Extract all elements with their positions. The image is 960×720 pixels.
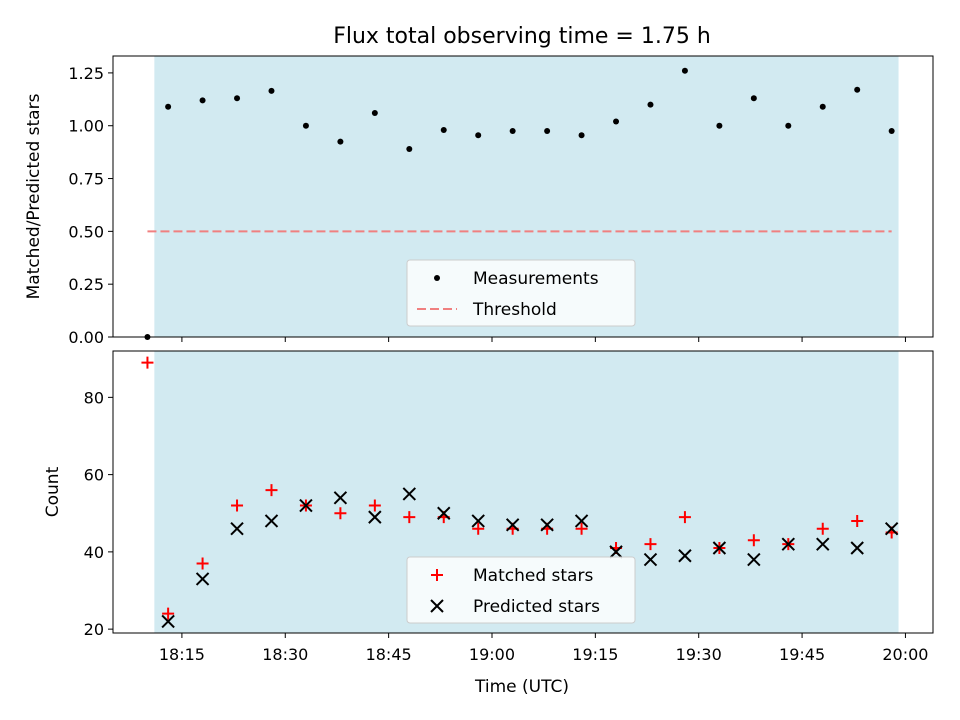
legend-measurement-marker [434, 275, 440, 281]
measurement-point [578, 132, 585, 139]
ratio-axes-frame [112, 55, 934, 338]
count-x-tick-label: 20:00 [882, 645, 928, 664]
predicted-stars-point [195, 572, 210, 586]
measurement-point [199, 97, 206, 104]
ratio-y-tick-label: 1.00 [68, 117, 104, 136]
ratio-y-tick-label: 0.50 [68, 222, 104, 241]
predicted-stars-point [368, 510, 382, 524]
measurement-point [681, 67, 688, 74]
measurement-point [647, 101, 654, 108]
predicted-stars-point [574, 514, 589, 528]
predicted-stars-point [850, 541, 864, 555]
predicted-stars-point [540, 518, 554, 532]
ratio-panel: 0.00 0.25 0.50 0.75 1.00 1.25 Matched/Predicte… [24, 55, 934, 347]
ratio-y-tick-label: 0.00 [68, 328, 104, 347]
predicted-stars-point [333, 491, 348, 505]
measurement-point [888, 128, 895, 135]
matched-stars-point [162, 607, 175, 620]
measurement-point [406, 145, 413, 152]
count-y-tick-label: 60 [84, 466, 104, 485]
measurement-point [819, 103, 826, 110]
count-y-tick-label: 40 [84, 543, 104, 562]
count-panel: 20 40 60 80 18:15 18:30 18:45 19:00 19:15 19:30 19… [43, 350, 934, 664]
x-axis-label: Time (UTC) [474, 677, 569, 697]
count-x-tick-label: 19:30 [676, 645, 722, 664]
matched-stars-point [334, 507, 347, 520]
measurement-point [144, 334, 151, 340]
ratio-y-tick-label: 0.75 [68, 170, 104, 189]
count-x-tick-label: 18:15 [159, 645, 205, 664]
figure-title: Flux total observing time = 1.75 h [333, 24, 711, 49]
predicted-stars-point [505, 518, 520, 532]
predicted-stars-point [712, 541, 727, 555]
predicted-stars-point [884, 521, 899, 536]
predicted-stars-point [609, 545, 623, 559]
ratio-y-tick-label: 0.25 [68, 275, 104, 294]
matched-stars-point [816, 522, 829, 535]
count-x-tick-label: 19:45 [779, 645, 825, 664]
measurement-point [165, 103, 172, 110]
count-y-tick-label: 80 [84, 388, 104, 407]
matched-stars-point [141, 356, 154, 369]
measurement-point [785, 122, 792, 129]
measurement-point [302, 122, 309, 129]
predicted-stars-point [781, 537, 796, 551]
count-legend-label: Matched stars [473, 566, 593, 586]
measurement-point [475, 132, 482, 139]
matched-stars-point [368, 499, 381, 512]
matched-stars-point [644, 538, 657, 551]
predicted-stars-point [471, 514, 485, 528]
count-legend: Matched stars Predicted stars [406, 556, 636, 624]
predicted-stars-point [264, 514, 279, 528]
matched-stars-point [678, 511, 691, 524]
count-x-tick-label: 19:00 [469, 645, 515, 664]
legend-matched-marker [431, 569, 443, 581]
ratio-legend: Measurements Threshold [406, 259, 636, 327]
measurement-point [234, 95, 241, 102]
measurement-point [337, 138, 344, 145]
predicted-stars-point [678, 549, 692, 563]
matched-stars-point [403, 511, 416, 524]
matched-stars-point [747, 534, 760, 547]
matched-stars-point [472, 522, 485, 535]
count-x-tick-label: 18:30 [262, 645, 308, 664]
predicted-stars-point [402, 487, 417, 501]
legend-predicted-marker [430, 599, 444, 613]
ratio-y-tick-label: 1.25 [68, 64, 104, 83]
ratio-y-axis-label: Matched/Predicted stars [24, 93, 44, 299]
count-y-tick-label: 20 [84, 620, 104, 639]
measurement-point [440, 126, 447, 133]
count-x-tick-label: 18:45 [366, 645, 412, 664]
measurement-point [613, 118, 620, 125]
matched-stars-point [231, 499, 244, 512]
count-y-axis-label: Count [43, 466, 63, 517]
measurement-point [544, 128, 551, 135]
predicted-stars-point [816, 537, 830, 551]
measurement-point [268, 87, 275, 94]
measurement-point [716, 122, 723, 129]
measurement-point [750, 95, 757, 102]
measurement-point [854, 86, 861, 93]
predicted-stars-point [230, 521, 244, 536]
predicted-stars-point [299, 498, 313, 513]
predicted-stars-point [437, 506, 451, 520]
measurement-point [371, 110, 378, 117]
predicted-stars-point [161, 614, 175, 629]
predicted-stars-point [643, 552, 658, 567]
matched-stars-point [196, 557, 209, 570]
count-legend-box [406, 556, 636, 624]
count-legend-label: Predicted stars [473, 597, 600, 617]
ratio-legend-box [406, 259, 636, 327]
ratio-legend-label: Measurements [473, 269, 599, 289]
predicted-stars-point [747, 552, 761, 567]
matched-stars-point [265, 484, 278, 497]
matched-stars-point [851, 514, 864, 527]
count-axes-frame [112, 350, 934, 634]
measurement-point [509, 128, 516, 135]
ratio-legend-label: Threshold [472, 300, 557, 320]
count-x-tick-label: 19:15 [572, 645, 618, 664]
matched-stars-point [575, 522, 588, 535]
